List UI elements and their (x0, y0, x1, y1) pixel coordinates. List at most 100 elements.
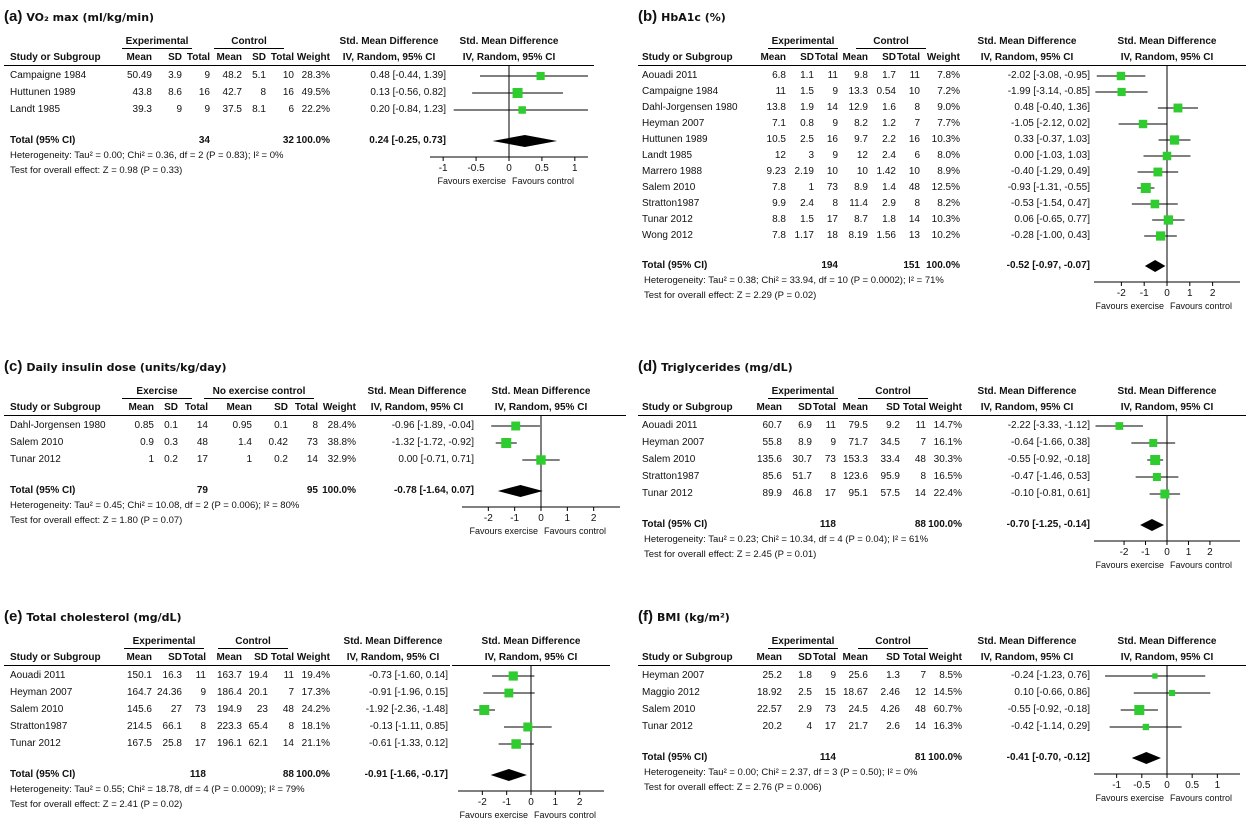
study-total2: 14 (282, 738, 294, 749)
study-name: Heyman 2007 (642, 437, 705, 448)
table-rule (122, 48, 192, 49)
study-weight: 8.2% (937, 198, 960, 209)
plot-header: Std. Mean Difference (1117, 386, 1217, 397)
study-name: Campaigne 1984 (10, 70, 87, 81)
x-tick-label: 1 (553, 797, 559, 808)
study-sd1: 1 (808, 182, 814, 193)
total-n-ctrl: 32 (282, 135, 294, 146)
study-sd1: 1.17 (794, 230, 814, 241)
study-sd2: 95.9 (880, 471, 900, 482)
study-ci: 0.00 [-0.71, 0.71] (398, 454, 474, 465)
total-weight: 100.0% (322, 485, 356, 496)
col-header-sd1: SD (800, 52, 814, 63)
col-header-weight: Weight (928, 402, 962, 413)
study-total1: 11 (195, 670, 206, 681)
study-sd1: 1.8 (798, 670, 812, 681)
table-rule (638, 415, 1090, 416)
study-name: Salem 2010 (642, 704, 696, 715)
table-rule (214, 48, 284, 49)
study-weight: 8.0% (937, 150, 960, 161)
study-weight: 16.5% (933, 471, 962, 482)
study-name: Heyman 2007 (10, 687, 73, 698)
study-point-estimate (1116, 71, 1126, 81)
study-total1: 9 (832, 118, 838, 129)
study-total1: 9 (830, 670, 836, 681)
x-tick-label: 2 (1210, 288, 1216, 299)
study-mean2: 18.67 (842, 687, 868, 698)
study-ci: -0.64 [-1.66, 0.38] (1011, 437, 1090, 448)
col-header-sd1: SD (798, 652, 812, 663)
study-total2: 12 (914, 687, 926, 698)
col-header-ci: IV, Random, 95% CI (346, 652, 440, 663)
heterogeneity-text: Heterogeneity: Tau² = 0.38; Chi² = 33.94… (644, 275, 944, 286)
study-name: Salem 2010 (642, 182, 696, 193)
overall-effect-text: Test for overall effect: Z = 0.98 (P = 0… (10, 165, 183, 176)
study-name: Huttunen 1989 (10, 87, 76, 98)
panel-title: (a) VO₂ max (ml/kg/min) (4, 8, 154, 26)
study-mean1: 167.5 (126, 738, 152, 749)
study-mean2: 1.4 (238, 437, 252, 448)
study-sd2: 65.4 (248, 721, 268, 732)
total-label: Total (95% CI) (642, 752, 708, 763)
total-weight: 100.0% (928, 519, 962, 530)
study-point-estimate (1134, 705, 1145, 715)
study-sd1: 2.5 (800, 134, 814, 145)
group-header-control: Control (875, 636, 911, 647)
study-sd2: 2.2 (882, 134, 896, 145)
total-weight: 100.0% (296, 769, 330, 780)
study-sd1: 30.7 (792, 454, 812, 465)
study-name: Landt 1985 (10, 104, 61, 115)
forest-plot: -2 -1 0 1 2 Favours exercise Favours control (458, 666, 604, 820)
col-header-mean1: Mean (126, 652, 152, 663)
study-mean1: 85.6 (762, 471, 782, 482)
study-weight: 7.7% (937, 118, 960, 129)
study-mean1: 9.23 (766, 166, 786, 177)
study-point-estimate (1150, 455, 1161, 465)
forest-table: Experimental Control Std. Mean Difference S… (638, 32, 1250, 343)
study-point-estimate (511, 739, 521, 749)
x-tick-label: 0 (506, 163, 512, 174)
panel-title-text: Triglycerides (mg/dL) (661, 361, 793, 374)
study-ci: -0.13 [-1.11, 0.85] (369, 721, 448, 732)
table-rule (124, 648, 204, 649)
study-name: Campaigne 1984 (642, 86, 719, 97)
study-total2: 14 (914, 488, 926, 499)
study-sd2: 1.3 (886, 670, 900, 681)
study-mean2: 37.5 (222, 104, 242, 115)
col-header-mean1: Mean (126, 52, 152, 63)
study-mean1: 43.8 (132, 87, 152, 98)
favours-left-label: Favours exercise (459, 810, 528, 820)
study-name: Tunar 2012 (642, 488, 693, 499)
group-header-control: Control (231, 36, 267, 47)
study-total2: 48 (914, 454, 926, 465)
table-rule (452, 665, 610, 666)
study-total1: 14 (196, 420, 208, 431)
study-ci: 0.20 [-0.84, 1.23] (370, 104, 446, 115)
table-rule (218, 648, 288, 649)
study-name: Dahl-Jorgensen 1980 (642, 102, 738, 113)
x-tick-label: -0.5 (1133, 780, 1151, 791)
study-sd1: 9 (176, 104, 182, 115)
study-total2: 11 (283, 670, 294, 681)
study-weight: 22.4% (933, 488, 962, 499)
group-header-control: Control (235, 636, 271, 647)
study-sd1: 16.3 (162, 670, 182, 681)
study-total2: 8 (914, 198, 920, 209)
study-weight: 7.8% (937, 70, 960, 81)
favours-right-label: Favours control (1170, 560, 1232, 570)
study-point-estimate (512, 88, 523, 98)
col-header-sd1: SD (164, 402, 178, 413)
study-ci: -1.05 [-2.12, 0.02] (1011, 118, 1090, 129)
study-weight: 8.9% (937, 166, 960, 177)
study-sd1: 1.9 (800, 102, 814, 113)
panel-letter: (b) (638, 8, 658, 25)
col-header-total1: Total (186, 52, 210, 63)
forest-table: Experimental Control Std. Mean Difference S… (638, 382, 1250, 598)
study-ci: 0.06 [-0.65, 0.77] (1014, 214, 1090, 225)
study-name: Stratton1987 (642, 198, 700, 209)
col-header-sd2: SD (882, 52, 896, 63)
study-mean2: 194.9 (216, 704, 242, 715)
x-tick-label: -2 (1120, 547, 1129, 558)
table-rule (1088, 415, 1246, 416)
study-point-estimate (479, 705, 490, 715)
